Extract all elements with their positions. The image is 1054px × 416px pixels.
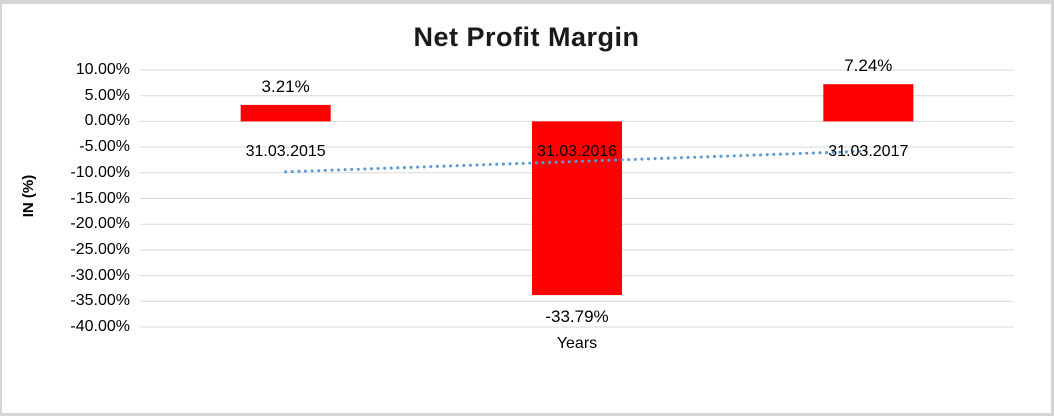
bar-data-label: -33.79% (545, 307, 609, 327)
y-tick-label: 0.00% (84, 112, 130, 130)
y-tick-label: 5.00% (84, 86, 130, 104)
y-tick-label: -35.00% (70, 292, 130, 310)
bar (823, 84, 914, 122)
plot-area (140, 69, 1014, 328)
trendline (284, 149, 870, 174)
bar-data-label: 3.21% (261, 76, 310, 96)
x-category-label: 31.03.2016 (536, 143, 618, 160)
y-tick-label: -40.00% (70, 318, 130, 335)
y-tick-label: -15.00% (70, 189, 130, 207)
bar (532, 121, 622, 296)
y-tick-label: -10.00% (70, 163, 130, 181)
bar-data-label: 7.24% (844, 56, 893, 76)
y-tick-label: 10.00% (75, 61, 130, 78)
y-tick-label: -5.00% (79, 138, 130, 156)
x-axis-title: Years (556, 335, 598, 352)
y-tick-label: -25.00% (70, 240, 130, 258)
x-category-label: 31.03.2017 (828, 143, 909, 160)
y-tick-label: -30.00% (70, 266, 130, 284)
y-tick-label: -20.00% (70, 215, 130, 233)
bar (240, 104, 331, 122)
chart-title: Net Profit Margin (413, 22, 640, 52)
x-category-label: 31.03.2015 (245, 143, 326, 160)
